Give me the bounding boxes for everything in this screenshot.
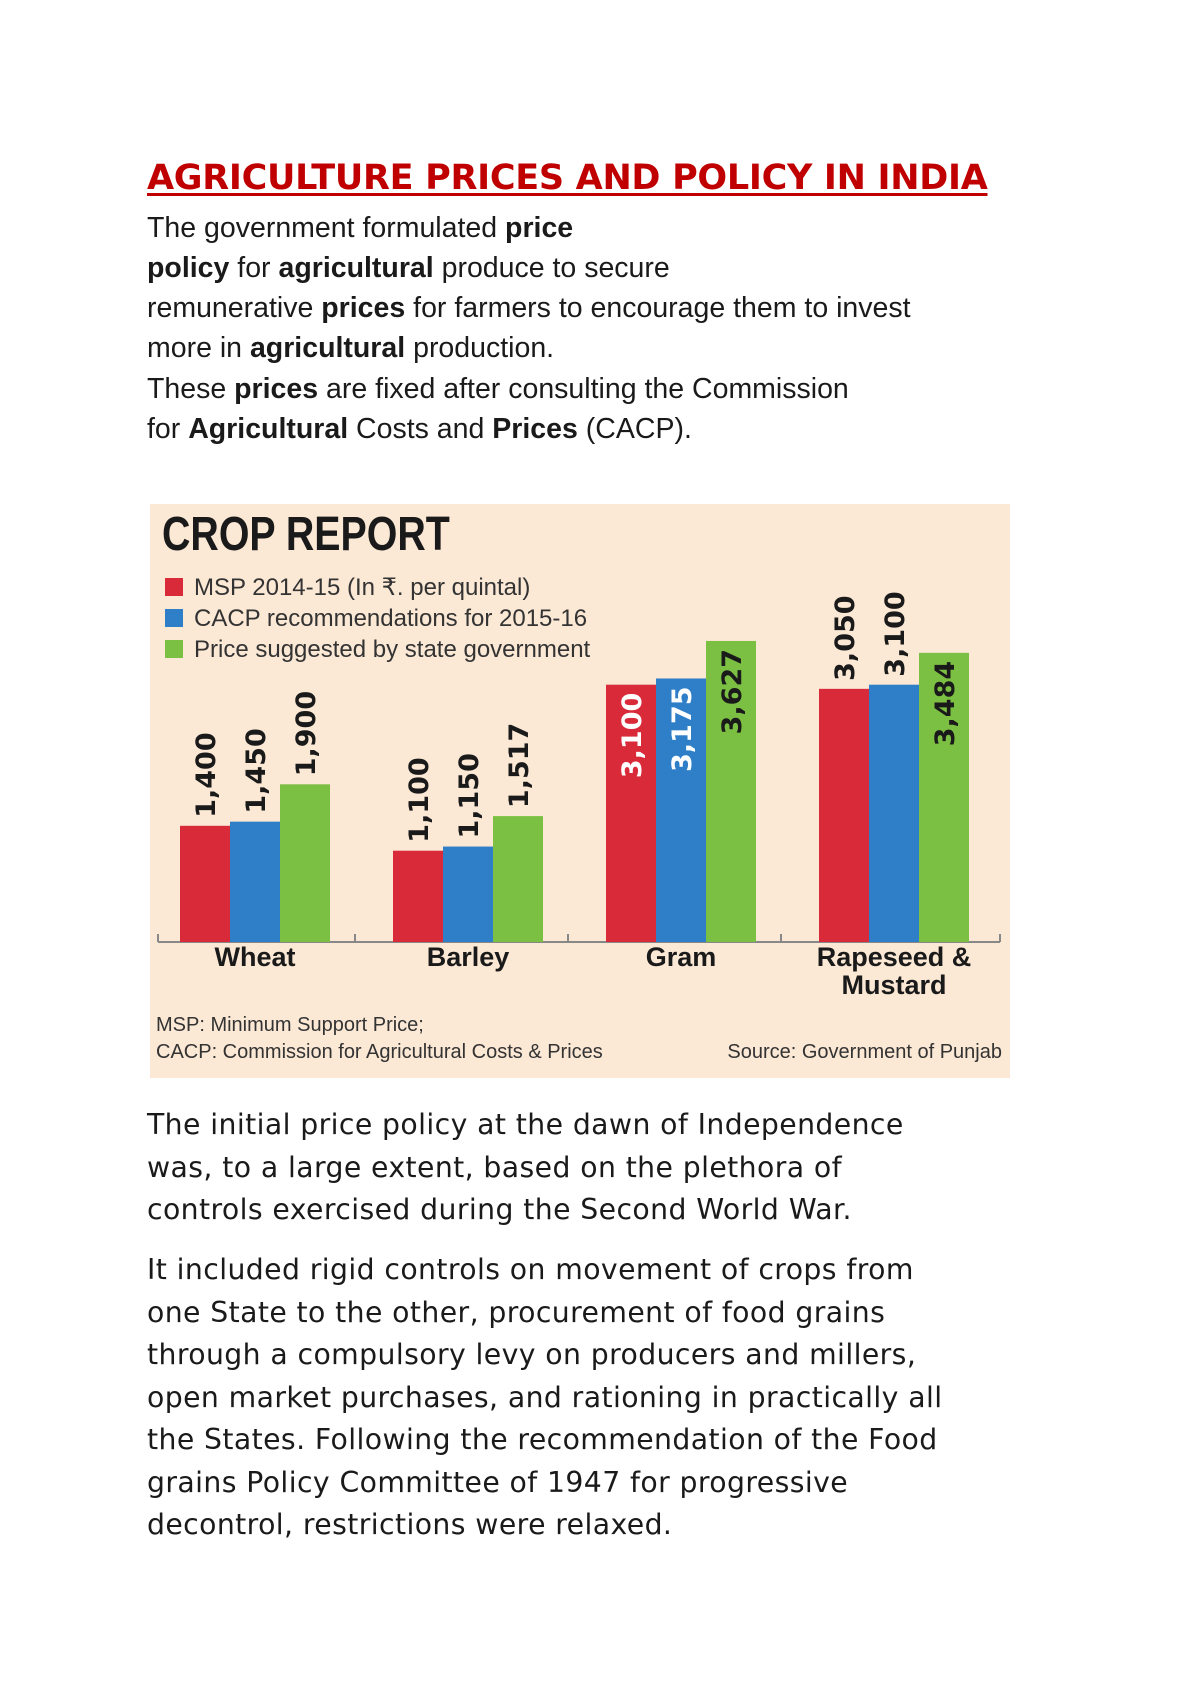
text-run: are fixed after consulting the Commissio… <box>318 373 849 405</box>
footnote: MSP: Minimum Support Price; <box>156 1014 424 1036</box>
legend-label: CACP recommendations for 2015-16 <box>194 605 587 632</box>
page-title: AGRICULTURE PRICES AND POLICY IN INDIA <box>147 158 988 198</box>
bar <box>869 684 919 942</box>
crop-report-chart: CROP REPORT MSP 2014-15 (In ₹. per quinta… <box>150 504 1010 1078</box>
history-paragraph: The initial price policy at the dawn of … <box>147 1108 904 1226</box>
text-run: production. <box>405 332 555 364</box>
data-label: 3,100 <box>880 591 911 676</box>
bold-term: Agricultural <box>188 413 349 445</box>
data-label: 1,100 <box>404 757 435 842</box>
data-label: 3,484 <box>930 661 961 746</box>
intro-paragraph: The government formulated price policy fo… <box>147 208 1047 368</box>
text-run: remunerative <box>147 292 322 324</box>
bold-term: Prices <box>492 413 578 445</box>
legend-swatch <box>165 640 183 658</box>
data-label: 1,450 <box>241 728 272 813</box>
category-label: Wheat <box>215 942 296 972</box>
controls-paragraph: It included rigid controls on movement o… <box>147 1253 943 1541</box>
bar <box>606 684 656 942</box>
category-label: Mustard <box>841 970 946 1000</box>
text-run: The government formulated <box>147 212 506 244</box>
text-run: more in <box>147 332 250 364</box>
text-run: (CACP). <box>577 413 692 445</box>
bar <box>493 816 543 942</box>
data-label: 3,627 <box>717 649 748 734</box>
legend-swatch <box>165 609 183 627</box>
legend-label: Price suggested by state government <box>194 636 591 663</box>
footnote: CACP: Commission for Agricultural Costs … <box>156 1041 603 1063</box>
bold-term: agricultural <box>249 332 406 364</box>
bold-term: prices <box>321 292 406 324</box>
data-label: 1,150 <box>454 753 485 838</box>
bold-term: agricultural <box>278 252 434 284</box>
category-label: Rapeseed & <box>817 942 972 972</box>
bar <box>656 678 706 942</box>
bar <box>280 784 330 942</box>
source-note: Source: Government of Punjab <box>727 1041 1002 1063</box>
data-label: 3,100 <box>617 693 648 778</box>
bar <box>393 850 443 942</box>
text-run: for <box>147 413 189 445</box>
chart-title: CROP REPORT <box>162 507 450 561</box>
bar <box>180 825 230 942</box>
bold-term: price <box>505 212 574 244</box>
text-run: These <box>147 373 235 405</box>
bold-term: policy <box>147 252 230 284</box>
bar <box>819 688 869 942</box>
text-run: Costs and <box>348 413 493 445</box>
bar <box>230 821 280 942</box>
data-label: 3,175 <box>667 686 698 771</box>
bar <box>706 640 756 942</box>
bar <box>919 652 969 942</box>
legend-swatch <box>165 578 183 596</box>
bar <box>443 846 493 942</box>
data-label: 3,050 <box>830 595 861 680</box>
category-label: Gram <box>646 942 717 972</box>
data-label: 1,400 <box>191 732 222 817</box>
data-label: 1,900 <box>291 691 322 776</box>
cacp-paragraph: These prices are fixed after consulting … <box>147 369 1047 449</box>
text-run: for farmers to encourage them to invest <box>405 292 911 324</box>
bold-term: prices <box>234 373 319 405</box>
text-run: produce to secure <box>433 252 670 284</box>
category-label: Barley <box>427 942 510 972</box>
data-label: 1,517 <box>504 723 535 808</box>
text-run: for <box>229 252 279 284</box>
legend-label: MSP 2014-15 (In ₹. per quintal) <box>194 574 530 601</box>
